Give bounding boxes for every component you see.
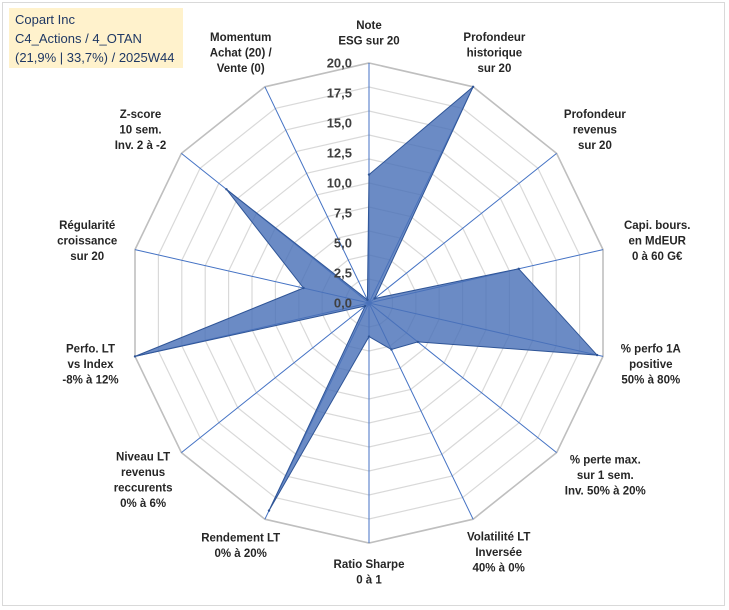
company-name: Copart Inc [15, 12, 75, 27]
tick-label: 12,5 [327, 146, 352, 161]
axis-label: Momentum Achat (20) / Vente (0) [210, 32, 273, 75]
score-summary: (21,9% | 33,7%) / 2025W44 [15, 50, 175, 65]
tick-label: 2,5 [334, 266, 352, 281]
axis-label: Volatilité LT Inversée 40% à 0% [467, 532, 530, 575]
axis-label: Perfo. LT vs Index -8% à 12% [62, 343, 118, 386]
axis-label: Note ESG sur 20 [338, 20, 399, 48]
tick-label: 7,5 [334, 206, 352, 221]
tick-label: 20,0 [327, 56, 352, 71]
data-point [367, 173, 371, 176]
tick-label: 10,0 [327, 176, 352, 191]
category-label: C4_Actions / 4_OTAN [15, 31, 142, 46]
axis-spoke [181, 302, 370, 453]
axis-label: Profondeur revenus sur 20 [564, 109, 626, 152]
data-point [364, 304, 367, 308]
axis-labels: Note ESG sur 20 Profondeur historique sur 20… [57, 20, 690, 587]
data-point [517, 267, 520, 270]
data-point [373, 297, 376, 300]
data-point [225, 188, 228, 191]
tick-label: 5,0 [334, 236, 352, 251]
axis-label: Capi. bours. en MdEUR 0 à 60 G€ [624, 220, 690, 263]
radial-tick-labels: 0,0 2,5 5,0 7,5 10,0 12,5 15,0 17,5 20,0 [327, 56, 352, 311]
radar-series [133, 85, 599, 512]
data-point [367, 335, 371, 338]
data-point [302, 286, 305, 290]
data-point [267, 509, 271, 512]
axis-label: Régularité croissance sur 20 [57, 220, 117, 263]
axis-label: % perfo 1A positive 50% à 80% [621, 343, 681, 386]
chart-title-box: Copart Inc C4_Actions / 4_OTAN (21,9% | … [9, 8, 183, 68]
data-point [416, 340, 419, 344]
axis-label: Ratio Sharpe 0 à 1 [334, 559, 405, 587]
data-point [133, 355, 137, 358]
axis-label: Profondeur historique sur 20 [463, 32, 525, 75]
axis-spoke [264, 86, 370, 304]
data-point [471, 85, 475, 89]
tick-label: 15,0 [327, 116, 352, 131]
axis-label: Niveau LT revenus reccurents 0% à 6% [114, 452, 173, 511]
axis-label: Rendement LT 0% à 20% [201, 532, 280, 560]
data-point [366, 298, 369, 301]
tick-label: 0,0 [334, 296, 352, 311]
series-area [134, 86, 599, 511]
data-point [390, 348, 393, 351]
axis-label: % perte max. sur 1 sem. Inv. 50% à 20% [565, 455, 646, 498]
tick-label: 17,5 [327, 86, 352, 101]
axis-label: Z-score 10 sem. Inv. 2 à -2 [115, 109, 167, 152]
axis-spoke [368, 153, 557, 304]
data-point [595, 353, 599, 357]
